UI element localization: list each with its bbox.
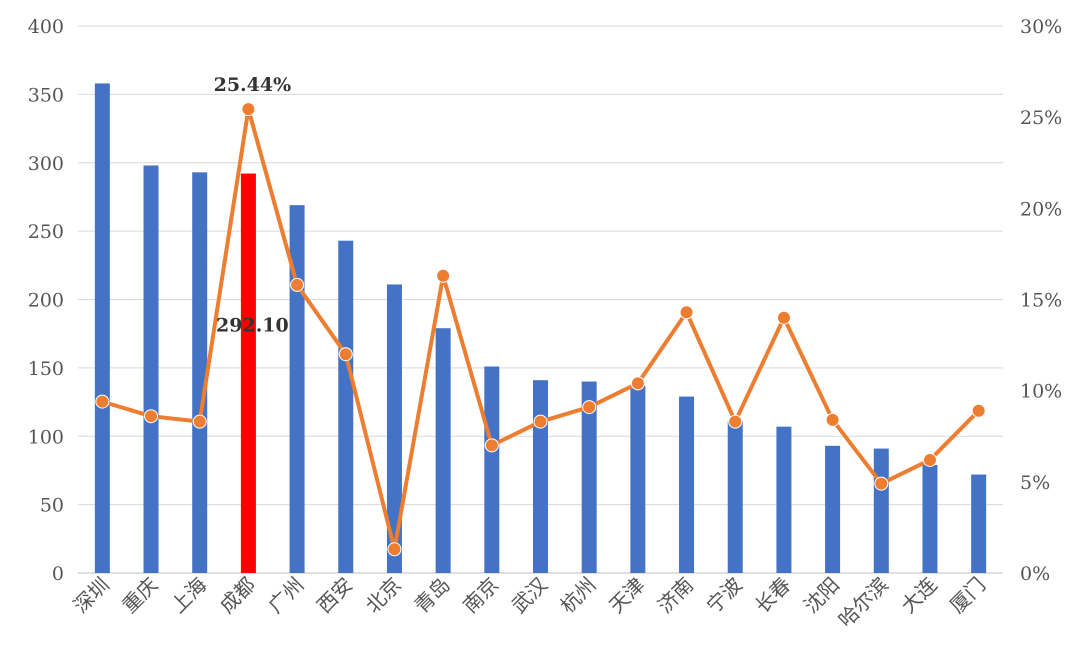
- line-point: [582, 400, 597, 415]
- line-point: [630, 376, 645, 391]
- gridlines: [78, 25, 1003, 574]
- bar: [143, 165, 159, 574]
- category-label: 南京: [458, 573, 503, 618]
- line-point: [922, 452, 937, 467]
- line-point: [533, 414, 548, 429]
- left-tick-label: 200: [28, 290, 64, 312]
- left-tick-label: 400: [28, 16, 64, 38]
- left-tick-label: 350: [28, 84, 64, 106]
- bar: [435, 328, 451, 573]
- line-point: [874, 476, 889, 491]
- line-point: [776, 310, 791, 325]
- bar: [240, 173, 256, 573]
- line-point: [290, 277, 305, 292]
- category-label: 厦门: [945, 573, 990, 618]
- line-point: [679, 305, 694, 320]
- bar-series: [94, 83, 987, 574]
- left-tick-label: 250: [28, 221, 64, 243]
- bar: [386, 284, 402, 573]
- category-label: 长春: [750, 573, 795, 618]
- line-point: [95, 394, 110, 409]
- bar: [825, 445, 841, 573]
- bar: [630, 385, 646, 573]
- line-point: [338, 347, 353, 362]
- line-point: [192, 414, 207, 429]
- line-point: [436, 268, 451, 283]
- bar: [922, 464, 938, 573]
- category-label: 大连: [896, 573, 941, 618]
- bar: [776, 426, 792, 573]
- category-label: 重庆: [117, 573, 162, 618]
- category-label: 杭州: [555, 573, 600, 618]
- left-tick-label: 150: [28, 358, 64, 380]
- right-tick-label: 0%: [1020, 563, 1050, 585]
- category-label: 青岛: [409, 573, 454, 618]
- bar: [971, 474, 987, 573]
- category-label: 济南: [653, 573, 698, 618]
- annotation-label: 292.10: [216, 315, 289, 337]
- line-point: [484, 438, 499, 453]
- left-tick-label: 0: [52, 563, 64, 585]
- bar: [192, 172, 208, 573]
- left-tick-label: 50: [40, 495, 64, 517]
- line-point: [825, 412, 840, 427]
- category-label: 武汉: [507, 573, 552, 618]
- bar: [581, 381, 597, 573]
- category-label: 广州: [263, 573, 308, 618]
- bar: [338, 240, 354, 573]
- line-point: [971, 403, 986, 418]
- bar: [873, 448, 889, 573]
- line-point: [728, 414, 743, 429]
- line-point: [241, 102, 256, 117]
- right-tick-label: 10%: [1020, 381, 1062, 403]
- right-tick-label: 30%: [1020, 16, 1062, 38]
- line-series: [95, 102, 986, 557]
- left-tick-label: 100: [28, 426, 64, 448]
- bar: [727, 421, 743, 573]
- bar: [533, 380, 548, 573]
- right-tick-label: 5%: [1020, 472, 1050, 494]
- annotations: 25.44% 292.10: [214, 74, 292, 336]
- category-label: 北京: [361, 573, 406, 618]
- category-label: 成都: [215, 573, 260, 618]
- right-tick-label: 25%: [1020, 107, 1062, 129]
- annotation-label: 25.44%: [214, 74, 292, 96]
- bar: [679, 396, 695, 573]
- right-tick-label: 20%: [1020, 198, 1062, 220]
- category-label: 天津: [604, 573, 649, 618]
- bar: [289, 205, 305, 573]
- right-axis-ticks: 0% 5% 10% 15% 20% 25% 30%: [1020, 16, 1062, 585]
- category-label: 哈尔滨: [833, 573, 892, 632]
- category-label: 宁波: [702, 573, 747, 618]
- line-point: [387, 542, 402, 557]
- left-axis-ticks: 0 50 100 150 200 250 300 350 400: [28, 16, 64, 585]
- bar: [484, 366, 500, 573]
- left-tick-label: 300: [28, 153, 64, 175]
- bar: [94, 83, 110, 573]
- right-tick-label: 15%: [1020, 290, 1062, 312]
- line-point: [144, 409, 159, 424]
- category-label: 上海: [166, 573, 211, 618]
- category-label: 西安: [312, 573, 357, 618]
- category-label: 深圳: [69, 573, 114, 618]
